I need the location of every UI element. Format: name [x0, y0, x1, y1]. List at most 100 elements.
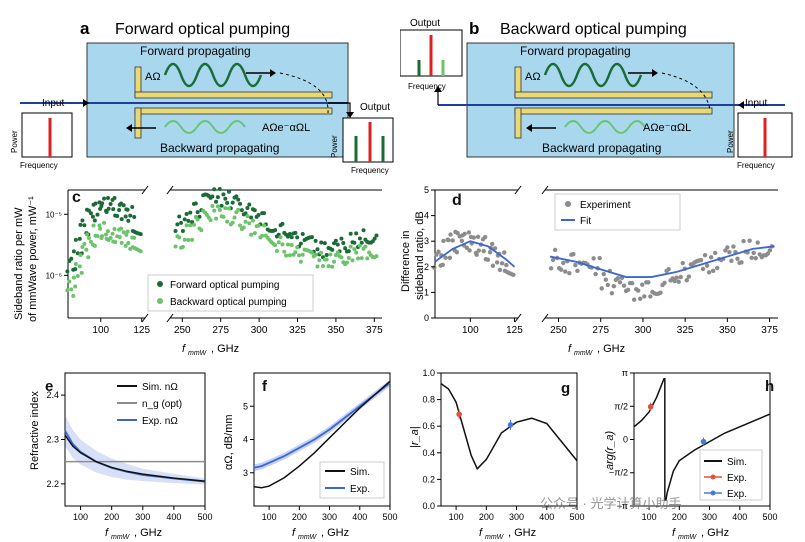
panel-a: a Forward optical pumping Forward propag…: [10, 19, 394, 175]
panel-c-data-point: [106, 206, 111, 211]
panel-c-data-point: [243, 219, 248, 224]
panel-c-data-point: [343, 246, 348, 251]
panel-f-y-tick-label: 4: [243, 435, 248, 445]
panel-f-xlabel-sub: mmW: [298, 534, 318, 541]
panel-c-x-tick-label: 100: [92, 325, 109, 336]
panel-c-data-point: [357, 243, 362, 248]
panel-c-data-point: [365, 256, 370, 261]
panel-c-data-point: [315, 247, 320, 252]
panel-d-letter: d: [452, 192, 462, 209]
panel-d-data-point: [704, 263, 710, 268]
panel-c-data-point: [188, 210, 193, 215]
panel-d-data-point: [597, 255, 602, 261]
panel-c-data-point: [195, 210, 200, 215]
panel-h-x-tick-label: 100: [642, 512, 657, 522]
panel-c-data-point: [80, 244, 85, 249]
panel-d-data-point: [476, 248, 481, 253]
panel-c-data-point: [332, 259, 337, 264]
panel-e-exp-band: [65, 415, 205, 485]
panel-c-data-point: [121, 230, 126, 235]
panel-d-data-point: [511, 272, 516, 277]
panel-d-data-point: [464, 245, 469, 251]
panel-h-letter: h: [765, 378, 775, 395]
panel-f-exp-band: [254, 379, 390, 472]
panel-e-x-tick-label: 200: [104, 512, 119, 522]
panel-d-data-point: [459, 238, 465, 244]
panel-d-data-point: [432, 265, 437, 270]
panel-c-legend-marker-forward: [157, 281, 163, 287]
panel-c-x-tick-label: 350: [328, 325, 345, 336]
panel-c-data-point: [177, 235, 182, 240]
panel-c-data-point: [69, 287, 74, 292]
panel-d-xlabel-sub: mmW: [574, 350, 594, 357]
panel-b-amp-backward: AΩe⁻αΩL: [643, 122, 691, 134]
panel-c-data-point: [221, 192, 226, 197]
panel-c-data-point: [215, 204, 220, 209]
panel-a-input-freq: Frequency: [20, 161, 58, 170]
panel-c-data-point: [82, 223, 87, 228]
panel-c-data-point: [119, 226, 124, 231]
panel-f-exp-line: [253, 382, 391, 469]
panel-c-data-point: [289, 242, 294, 247]
panel-a-input-spectrum: [21, 112, 73, 158]
panel-d-xlabel: f: [568, 343, 572, 355]
panel-d-data-point: [680, 260, 685, 266]
panel-c-data-point: [346, 255, 351, 260]
panel-g-letter: g: [561, 380, 571, 397]
panel-d-data-point: [648, 294, 653, 299]
panel-c-data-point: [234, 194, 239, 199]
panel-c-data-point: [210, 203, 215, 208]
panel-g-sim-line: [440, 383, 578, 471]
panel-c-data-point: [117, 234, 122, 239]
panel-c-data-point: [223, 196, 228, 201]
panel-c-data-point: [232, 215, 237, 220]
panel-d-data-point: [715, 265, 720, 271]
panel-c-data-point: [208, 218, 213, 223]
panel-d-data-point: [676, 279, 681, 285]
panel-c-data-point: [179, 220, 184, 225]
panel-e-ylabel: Refractive index: [29, 391, 41, 470]
panel-d-data-point: [485, 257, 491, 262]
panel-a-backward-label: Backward propagating: [160, 141, 279, 155]
panel-c-data-point: [252, 208, 257, 213]
panel-d-x-tick-label: 300: [635, 325, 652, 336]
panel-d-data-point: [735, 256, 740, 261]
panel-h-legend-sim: Sim.: [727, 457, 747, 468]
panel-b-input-label: Input: [745, 98, 767, 109]
panel-c-data-point: [238, 201, 243, 206]
panel-c-data-point: [226, 206, 231, 211]
panel-c-data-point: [278, 235, 283, 240]
panel-c-data-point: [249, 232, 254, 237]
panel-d-data-point: [658, 290, 663, 295]
panel-d-data-point: [646, 280, 651, 285]
panel-d-y-tick-label: 0: [424, 313, 429, 323]
panel-b-output-label: Output: [410, 18, 440, 29]
panel-c-data-point: [102, 220, 107, 225]
panel-c-data-point: [123, 214, 128, 219]
panel-e-frame: [64, 372, 206, 507]
panel-h-y-tick-label: π: [622, 368, 628, 378]
panel-h-ylabel: arg(r_a): [604, 431, 616, 470]
panel-f-x-tick-label: 400: [352, 512, 367, 522]
panel-d-data-point: [702, 252, 708, 258]
panel-c-y-tick-label: 10⁻⁵: [46, 210, 62, 219]
panel-d-data-point: [475, 234, 481, 239]
panel-c-data-point: [105, 196, 110, 201]
panel-c-data-point: [236, 207, 241, 212]
panel-d-data-point: [678, 274, 683, 280]
panel-c-data-point: [319, 250, 324, 255]
panel-c-data-point: [374, 233, 379, 238]
panel-c-data-point: [173, 229, 178, 234]
panel-d-ylabel-1: Difference in: [400, 230, 412, 292]
panel-d-data-point: [487, 249, 493, 255]
panel-c-data-point: [77, 264, 82, 269]
panel-c-break-mark: [141, 313, 149, 323]
panel-d-data-point: [591, 256, 596, 261]
panel-h-x-tick-label: 500: [762, 512, 777, 522]
panel-d-x-tick-label: 250: [550, 325, 567, 336]
panel-d-data-point: [739, 260, 744, 265]
panel-c-data-point: [309, 250, 314, 255]
panel-c-data-point: [115, 214, 120, 219]
panel-h-legend-dot-red: [710, 474, 716, 480]
panel-d-data-point: [490, 263, 496, 268]
